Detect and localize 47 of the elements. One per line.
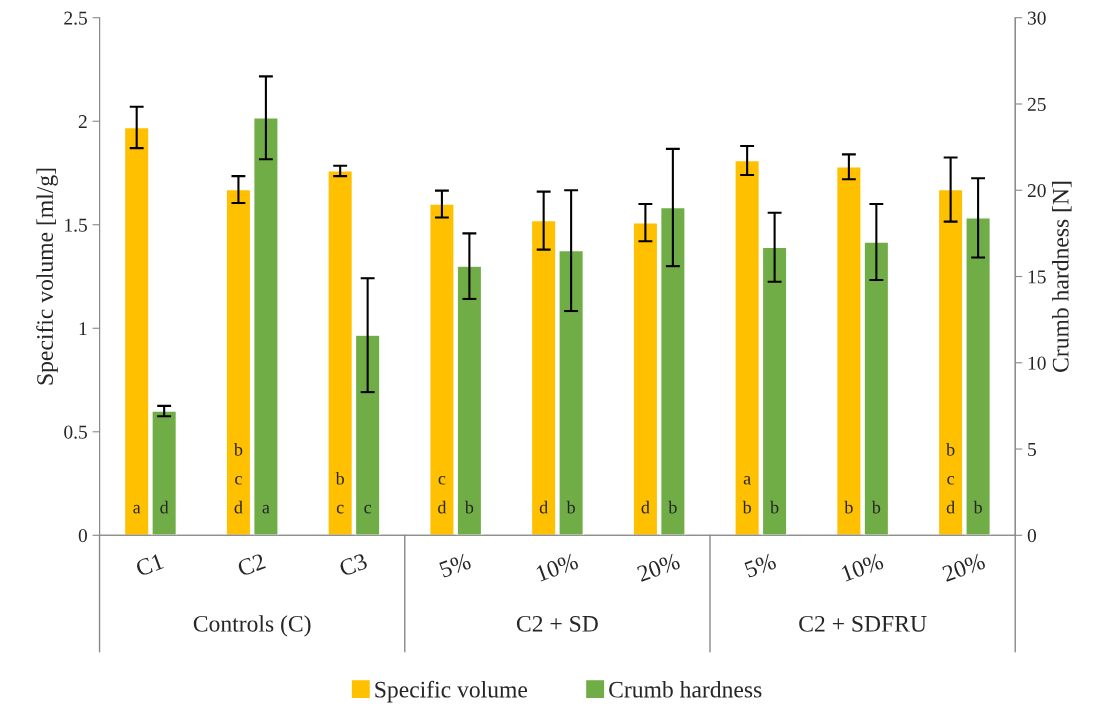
x-tick-label: C3: [338, 552, 369, 577]
data-label: b: [973, 500, 982, 514]
text: C2 + SDFRU: [799, 615, 927, 632]
data-label: b c: [335, 471, 344, 514]
data-label: c: [364, 504, 372, 514]
data-label: b c d: [946, 443, 955, 514]
legend-label: Specific volume: [375, 680, 528, 703]
text: C2 + SD: [516, 615, 598, 632]
y-tick-label: 1: [79, 322, 87, 336]
data-label: c d: [438, 475, 447, 514]
y2-axis-title: Crumb hardness [N]: [1052, 181, 1072, 372]
data-label: d: [641, 500, 650, 514]
legend-label: Crumb hardness: [609, 681, 762, 698]
y2-tick-label: 0: [1027, 529, 1037, 543]
y2-tick-label: 5: [1028, 443, 1036, 456]
x-tick-label: 20%: [941, 552, 986, 583]
data-label: b: [844, 500, 853, 514]
data-label: b: [464, 500, 474, 514]
y-tick-label: 0: [78, 529, 88, 543]
x-tick-label: 10%: [535, 552, 580, 582]
y2-tick-label: 25: [1027, 97, 1046, 111]
text: Controls (C): [193, 615, 311, 637]
data-label: a: [133, 504, 141, 514]
y2-tick-label: 10: [1028, 356, 1046, 370]
x-tick-label: 20%: [636, 552, 681, 583]
y-tick-label: 1.5: [65, 218, 87, 232]
y-tick-label: 2: [78, 115, 87, 128]
data-label: b: [871, 500, 881, 514]
y2-tick-label: 15: [1028, 270, 1046, 284]
y2-tick-label: 20: [1027, 184, 1046, 198]
y2-tick-label: 30: [1027, 11, 1046, 25]
data-label: b: [668, 500, 677, 514]
y-tick-label: 2.5: [64, 11, 87, 25]
data-label: b: [566, 500, 575, 514]
x-tick-label: 5%: [438, 552, 472, 578]
y-axis-title: Specific volume [ml/g]: [36, 168, 58, 385]
x-tick-label: 5%: [743, 552, 777, 578]
y-tick-label: 0.5: [64, 425, 87, 439]
x-tick-label: C2: [236, 553, 266, 577]
x-tick-label: C1: [134, 553, 165, 577]
data-label: b: [770, 500, 779, 514]
data-label: d: [160, 500, 169, 514]
x-tick-label: 10%: [840, 552, 885, 582]
data-label: d: [539, 500, 548, 514]
data-label: a: [262, 504, 270, 514]
data-label: a b: [742, 475, 751, 514]
data-label: b c d: [233, 443, 243, 514]
